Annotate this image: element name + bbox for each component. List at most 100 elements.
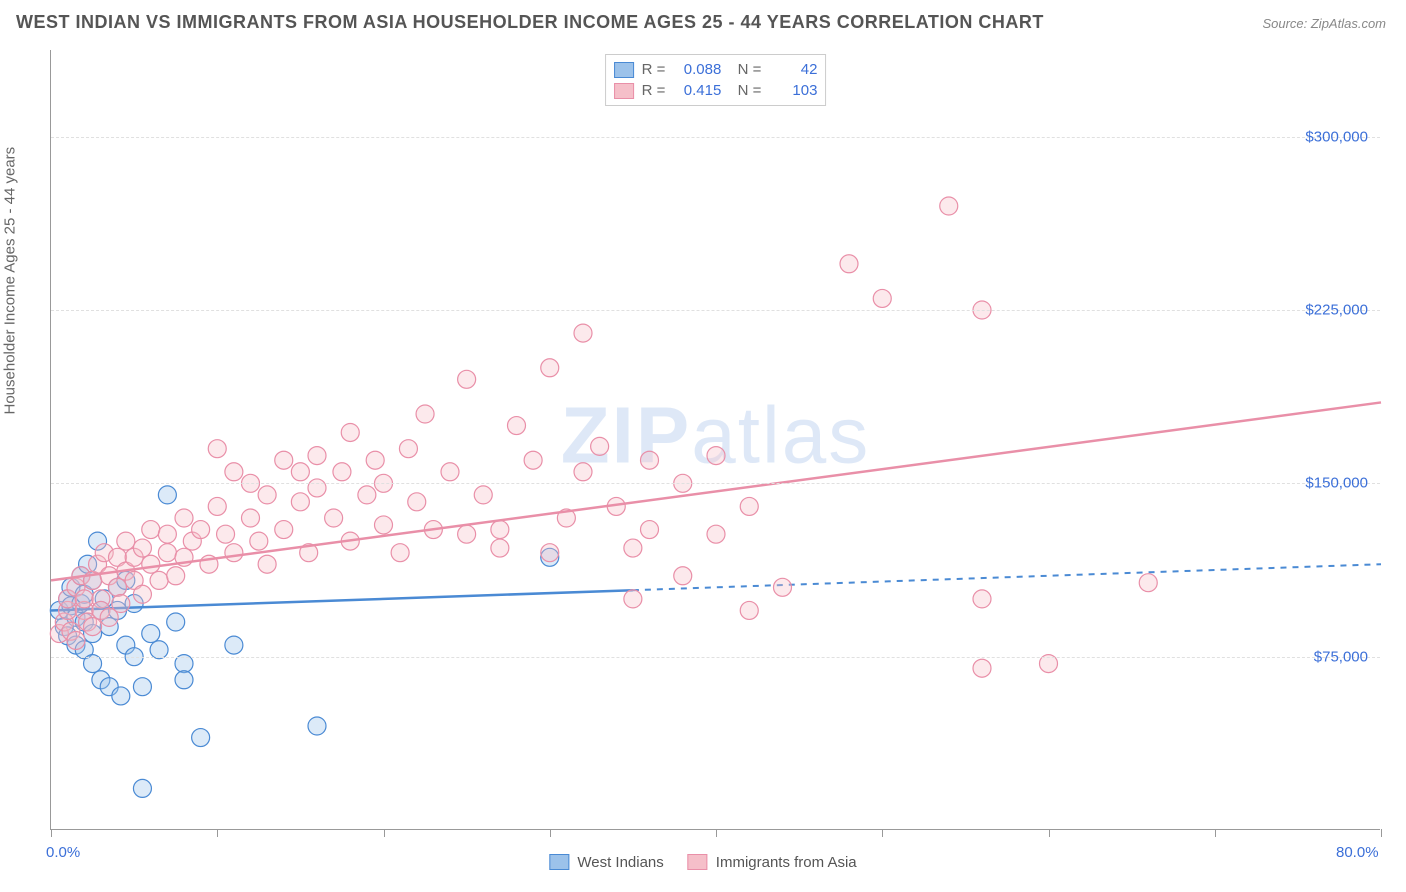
data-point bbox=[291, 493, 309, 511]
data-point bbox=[208, 440, 226, 458]
y-tick-label: $225,000 bbox=[1305, 302, 1368, 319]
data-point bbox=[707, 447, 725, 465]
data-point bbox=[391, 544, 409, 562]
data-point bbox=[217, 525, 235, 543]
data-point bbox=[133, 779, 151, 797]
data-point bbox=[873, 289, 891, 307]
x-tick bbox=[1215, 829, 1216, 837]
data-point bbox=[624, 590, 642, 608]
data-point bbox=[291, 463, 309, 481]
data-point bbox=[142, 555, 160, 573]
data-point bbox=[441, 463, 459, 481]
gridline-h bbox=[51, 657, 1380, 658]
data-point bbox=[774, 578, 792, 596]
data-point bbox=[574, 463, 592, 481]
data-point bbox=[416, 405, 434, 423]
data-point bbox=[333, 463, 351, 481]
data-point bbox=[375, 516, 393, 534]
y-tick-label: $300,000 bbox=[1305, 128, 1368, 145]
data-point bbox=[840, 255, 858, 273]
legend-label: West Indians bbox=[577, 854, 663, 871]
data-point bbox=[341, 423, 359, 441]
data-point bbox=[275, 521, 293, 539]
data-point bbox=[707, 525, 725, 543]
chart-title: WEST INDIAN VS IMMIGRANTS FROM ASIA HOUS… bbox=[16, 12, 1044, 33]
x-tick bbox=[1381, 829, 1382, 837]
legend-swatch bbox=[549, 854, 569, 870]
data-point bbox=[258, 486, 276, 504]
data-point bbox=[491, 521, 509, 539]
data-point bbox=[275, 451, 293, 469]
data-point bbox=[366, 451, 384, 469]
data-point bbox=[167, 613, 185, 631]
regression-line-extrapolated bbox=[633, 564, 1381, 590]
data-point bbox=[524, 451, 542, 469]
data-point bbox=[740, 497, 758, 515]
data-point bbox=[308, 717, 326, 735]
data-point bbox=[641, 521, 659, 539]
legend-series: West Indians Immigrants from Asia bbox=[549, 840, 856, 884]
x-tick bbox=[716, 829, 717, 837]
x-tick bbox=[550, 829, 551, 837]
data-point bbox=[225, 636, 243, 654]
data-point bbox=[740, 601, 758, 619]
data-point bbox=[474, 486, 492, 504]
legend-item: West Indians bbox=[549, 854, 663, 871]
data-point bbox=[158, 544, 176, 562]
data-point bbox=[541, 359, 559, 377]
data-point bbox=[408, 493, 426, 511]
data-point bbox=[624, 539, 642, 557]
data-point bbox=[150, 571, 168, 589]
data-point bbox=[973, 659, 991, 677]
x-tick bbox=[882, 829, 883, 837]
data-point bbox=[308, 447, 326, 465]
data-point bbox=[208, 497, 226, 515]
y-tick-label: $150,000 bbox=[1305, 475, 1368, 492]
data-point bbox=[167, 567, 185, 585]
data-point bbox=[67, 631, 85, 649]
data-point bbox=[591, 437, 609, 455]
data-point bbox=[491, 539, 509, 557]
data-point bbox=[112, 595, 130, 613]
y-axis-label: Householder Income Ages 25 - 44 years bbox=[2, 147, 19, 415]
legend-swatch bbox=[688, 854, 708, 870]
data-point bbox=[458, 370, 476, 388]
data-point bbox=[1139, 574, 1157, 592]
data-point bbox=[117, 532, 135, 550]
data-point bbox=[133, 539, 151, 557]
x-tick bbox=[384, 829, 385, 837]
data-point bbox=[142, 625, 160, 643]
data-point bbox=[973, 590, 991, 608]
data-point bbox=[242, 509, 260, 527]
gridline-h bbox=[51, 310, 1380, 311]
data-point bbox=[192, 521, 210, 539]
legend-label: Immigrants from Asia bbox=[716, 854, 857, 871]
data-point bbox=[308, 479, 326, 497]
data-point bbox=[75, 590, 93, 608]
x-tick bbox=[1049, 829, 1050, 837]
data-point bbox=[325, 509, 343, 527]
data-point bbox=[674, 567, 692, 585]
data-point bbox=[175, 671, 193, 689]
plot-area: ZIPatlas R =0.088 N =42R =0.415 N =103 $… bbox=[50, 50, 1380, 830]
data-point bbox=[158, 525, 176, 543]
x-tick-label: 80.0% bbox=[1336, 844, 1379, 861]
data-point bbox=[225, 463, 243, 481]
gridline-h bbox=[51, 137, 1380, 138]
data-point bbox=[84, 618, 102, 636]
data-point bbox=[112, 687, 130, 705]
x-tick bbox=[51, 829, 52, 837]
data-point bbox=[508, 417, 526, 435]
y-tick-label: $75,000 bbox=[1314, 648, 1368, 665]
data-point bbox=[192, 729, 210, 747]
data-point bbox=[541, 544, 559, 562]
legend-item: Immigrants from Asia bbox=[688, 854, 857, 871]
scatter-svg bbox=[51, 50, 1380, 829]
data-point bbox=[250, 532, 268, 550]
source-label: Source: ZipAtlas.com bbox=[1262, 16, 1386, 31]
data-point bbox=[574, 324, 592, 342]
gridline-h bbox=[51, 483, 1380, 484]
data-point bbox=[133, 585, 151, 603]
data-point bbox=[641, 451, 659, 469]
x-tick-label: 0.0% bbox=[46, 844, 80, 861]
